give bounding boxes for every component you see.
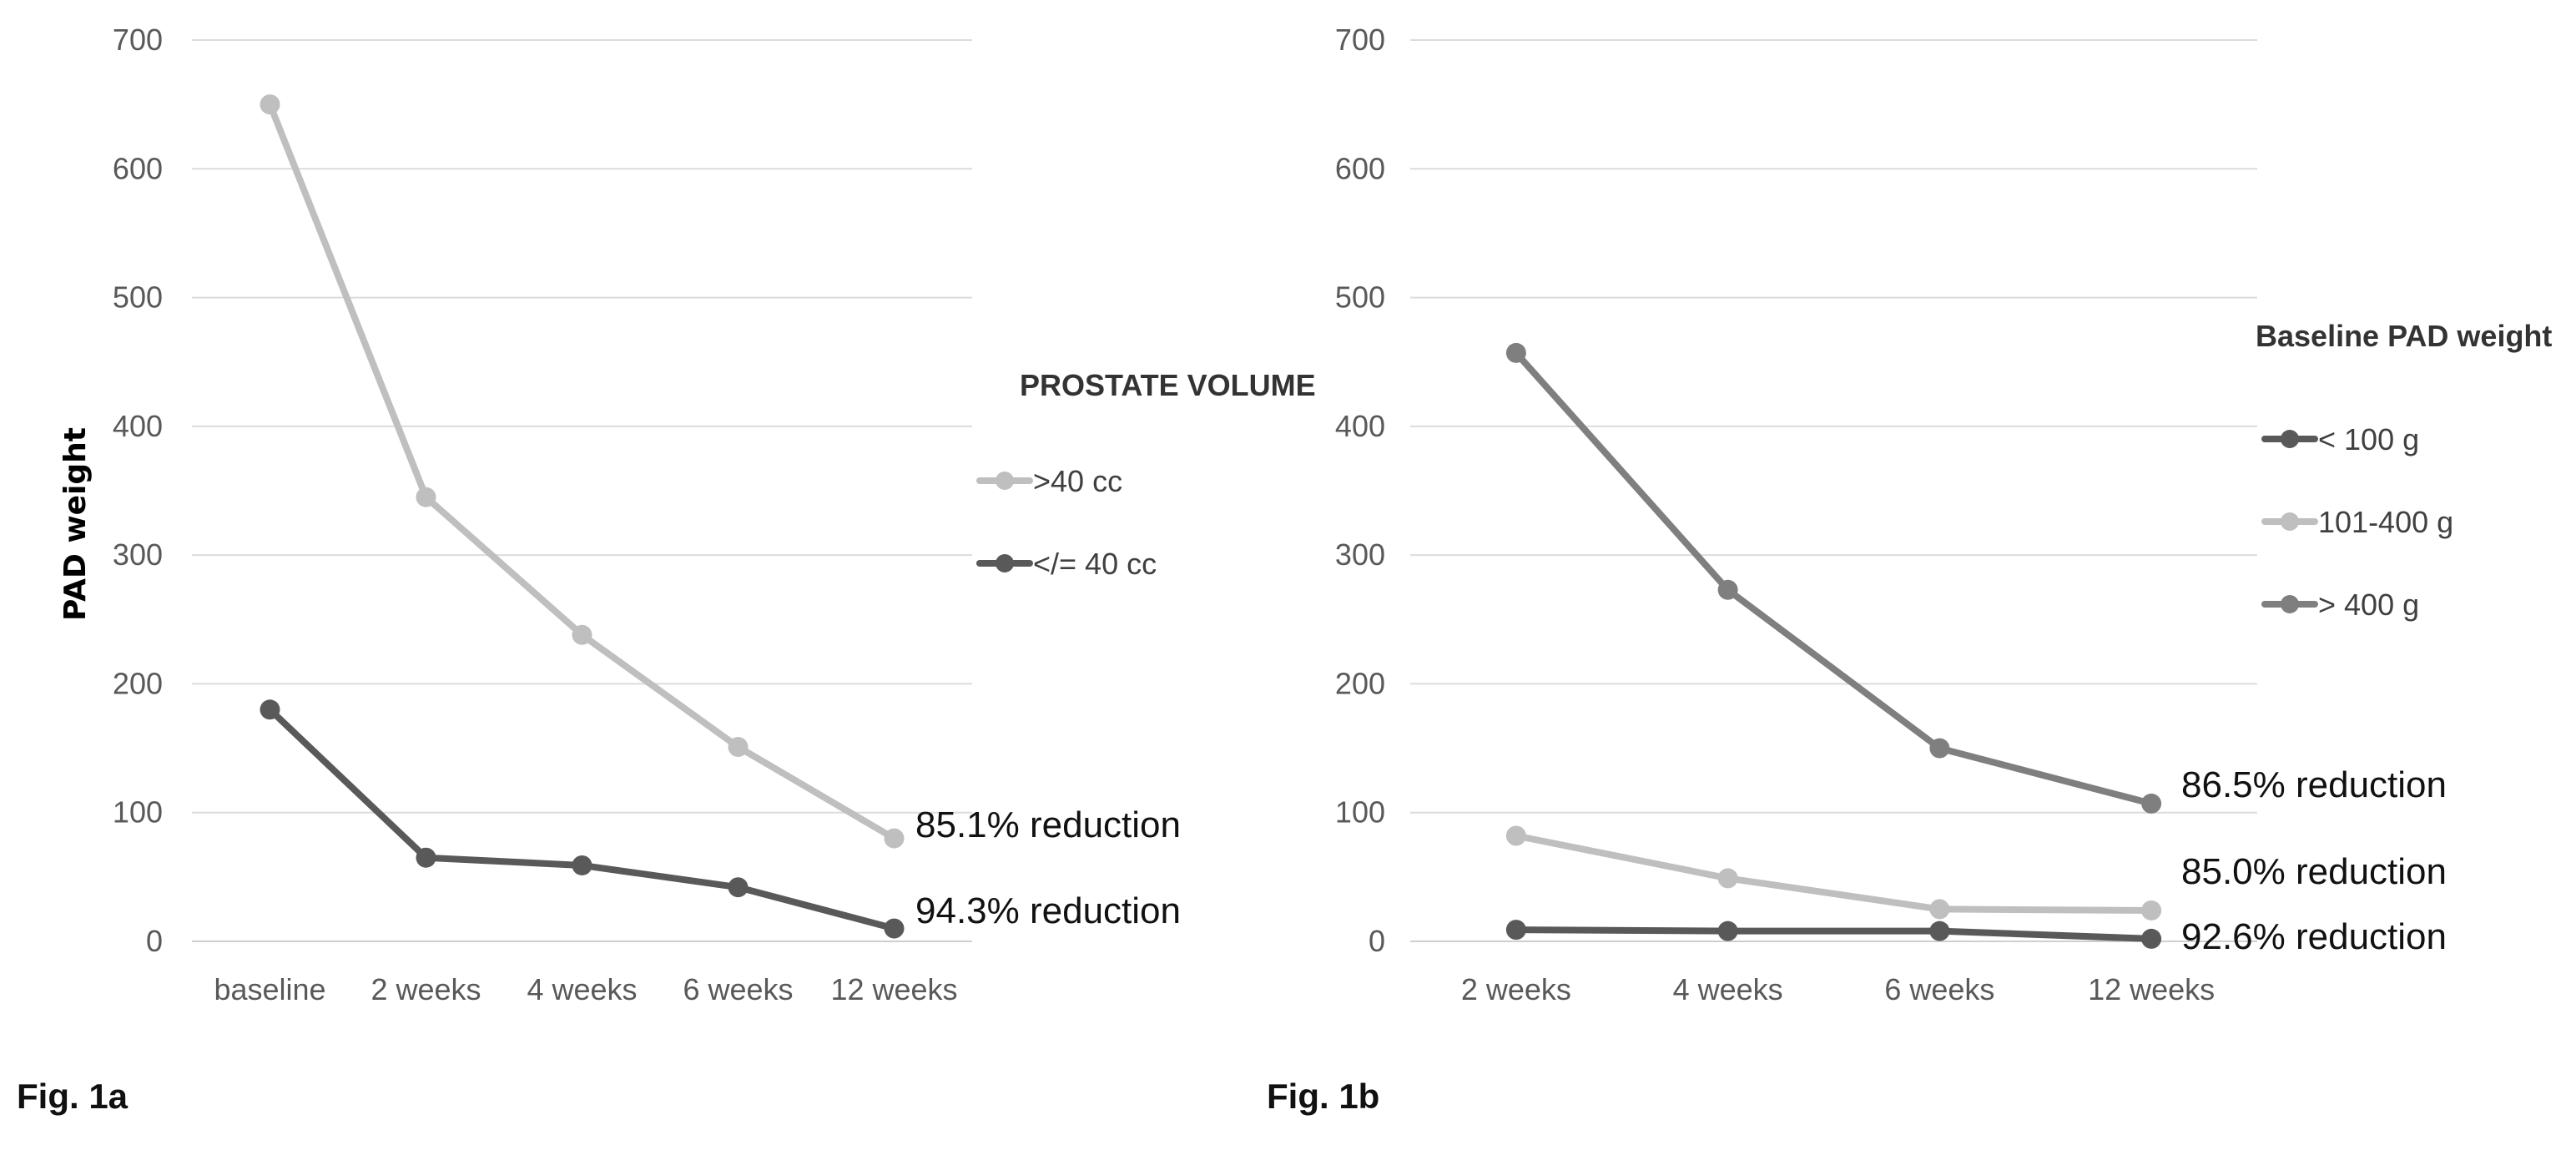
legend-entry-label: >40 cc <box>1033 464 1122 498</box>
x-tick-label: 12 weeks <box>2088 972 2215 1006</box>
legend-entry-label: 101-400 g <box>2318 505 2453 539</box>
y-tick-label: 200 <box>1335 666 1385 700</box>
y-tick-label: 300 <box>113 537 163 572</box>
legend-entry-label: > 400 g <box>2318 588 2419 622</box>
x-tick-label: 2 weeks <box>371 972 481 1006</box>
data-point <box>1505 825 1526 846</box>
x-tick-label: 2 weeks <box>1461 972 1571 1006</box>
y-tick-label: 400 <box>113 409 163 443</box>
data-point <box>884 828 905 849</box>
legend-swatch-marker <box>996 472 1014 490</box>
reduction-annotation: 85.0% reduction <box>2181 851 2447 892</box>
chart-fig-1a: 0 100 200 300 400 500 600 700 baseline 2 weeks 4 w… <box>17 23 1316 1116</box>
reduction-annotation: 94.3% reduction <box>915 890 1181 931</box>
data-point <box>1717 920 1738 941</box>
data-point <box>572 624 592 645</box>
data-point <box>1929 899 1950 920</box>
legend-swatch-marker <box>996 554 1014 572</box>
x-tick-label: 6 weeks <box>683 972 793 1006</box>
data-point <box>728 877 749 898</box>
data-point <box>2141 928 2162 949</box>
reduction-annotation: 92.6% reduction <box>2181 916 2447 957</box>
data-point <box>1717 868 1738 889</box>
reduction-annotation: 85.1% reduction <box>915 804 1181 845</box>
y-tick-label: 600 <box>1335 151 1385 185</box>
series-line <box>266 706 898 932</box>
figure-label: Fig. 1a <box>17 1077 129 1116</box>
data-point <box>1717 579 1738 600</box>
y-tick-label: 700 <box>1335 23 1385 57</box>
legend-title: Baseline PAD weight <box>2256 319 2552 353</box>
legend-swatch-marker <box>2281 595 2299 613</box>
data-point <box>884 918 905 939</box>
data-point <box>260 699 280 720</box>
x-tick-label: 12 weeks <box>830 972 957 1006</box>
series-line <box>1512 926 2155 942</box>
x-tick-label: baseline <box>214 972 325 1006</box>
series-line <box>266 101 898 842</box>
y-axis-title: PAD weight <box>58 427 93 621</box>
series-line <box>1512 349 2155 807</box>
data-point <box>260 94 280 115</box>
data-point <box>1505 920 1526 941</box>
data-point <box>416 487 436 507</box>
legend-title: PROSTATE VOLUME <box>1020 368 1316 402</box>
y-tick-label: 100 <box>1335 795 1385 830</box>
series-line <box>1512 832 2155 914</box>
legend-swatch-marker <box>2281 430 2299 448</box>
data-point <box>572 855 592 875</box>
x-tick-label: 4 weeks <box>1673 972 1783 1006</box>
reduction-annotation: 86.5% reduction <box>2181 764 2447 805</box>
legend-entry-label: < 100 g <box>2318 422 2419 456</box>
y-tick-label: 100 <box>113 795 163 830</box>
y-tick-label: 500 <box>113 280 163 315</box>
chart-fig-1b: 0 100 200 300 400 500 600 700 2 weeks 4 weeks 6 we… <box>1267 23 2552 1116</box>
legend-entry-label: </= 40 cc <box>1033 547 1157 581</box>
data-point <box>416 847 436 868</box>
y-tick-label: 0 <box>146 924 163 958</box>
data-point <box>1929 920 1950 941</box>
data-point <box>1929 738 1950 759</box>
y-tick-label: 300 <box>1335 537 1385 572</box>
y-tick-label: 400 <box>1335 409 1385 443</box>
figure-label: Fig. 1b <box>1267 1077 1379 1116</box>
x-tick-label: 4 weeks <box>527 972 637 1006</box>
data-point <box>2141 793 2162 814</box>
data-point <box>728 737 749 758</box>
y-tick-label: 200 <box>113 666 163 700</box>
data-point <box>2141 900 2162 920</box>
y-tick-label: 700 <box>113 23 163 57</box>
legend-swatch-marker <box>2281 512 2299 531</box>
y-tick-label: 500 <box>1335 280 1385 315</box>
x-tick-label: 6 weeks <box>1884 972 1994 1006</box>
y-tick-label: 600 <box>113 151 163 185</box>
data-point <box>1505 342 1526 363</box>
y-tick-label: 0 <box>1369 924 1385 958</box>
